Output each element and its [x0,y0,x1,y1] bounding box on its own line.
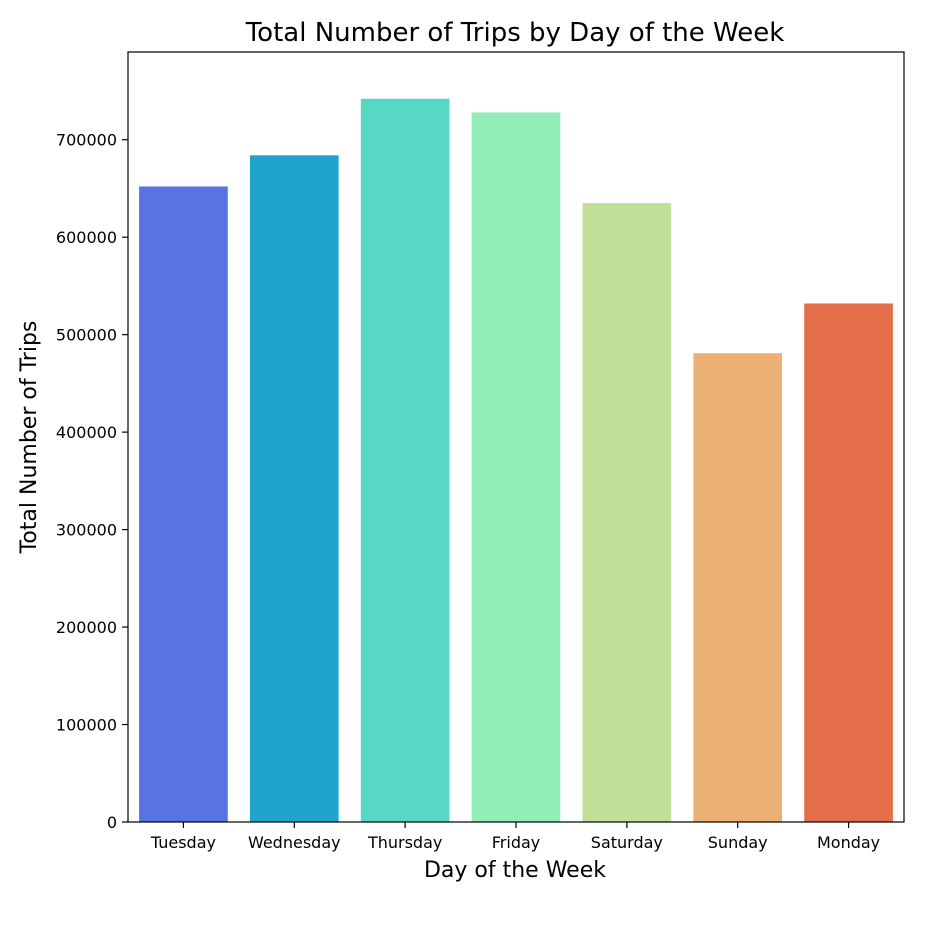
bar-monday [804,303,893,822]
x-tick-label: Wednesday [248,833,341,852]
y-tick-label: 400000 [56,423,117,442]
y-tick-label: 300000 [56,521,117,540]
x-tick-label: Friday [492,833,541,852]
bar-tuesday [139,186,228,822]
x-tick-label: Monday [817,833,880,852]
x-tick-label: Saturday [591,833,663,852]
x-tick-label: Tuesday [150,833,216,852]
bar-friday [471,112,561,823]
bar-sunday [693,353,783,822]
y-tick-label: 0 [107,813,117,832]
y-axis-label: Total Number of Trips [17,321,42,555]
y-tick-label: 600000 [56,228,117,247]
x-tick-label: Thursday [367,833,442,852]
x-axis-ticks: Tuesday Wednesday Thursday Friday Saturday Su… [150,822,880,852]
bar-thursday [360,98,450,823]
y-tick-label: 500000 [56,326,117,345]
bars-group [139,98,893,823]
plot-area-frame [127,51,905,823]
y-axis-ticks: 0 100000 200000 300000 400000 500000 600000 700… [56,131,128,832]
bar-saturday [582,203,672,823]
bar-wednesday [249,155,339,822]
y-tick-label: 700000 [56,131,117,150]
y-tick-label: 200000 [56,618,117,637]
x-axis-label: Day of the Week [424,858,606,883]
y-tick-label: 100000 [56,716,117,735]
chart-title: Total Number of Trips by Day of the Week [245,18,785,48]
x-tick-label: Sunday [708,833,768,852]
